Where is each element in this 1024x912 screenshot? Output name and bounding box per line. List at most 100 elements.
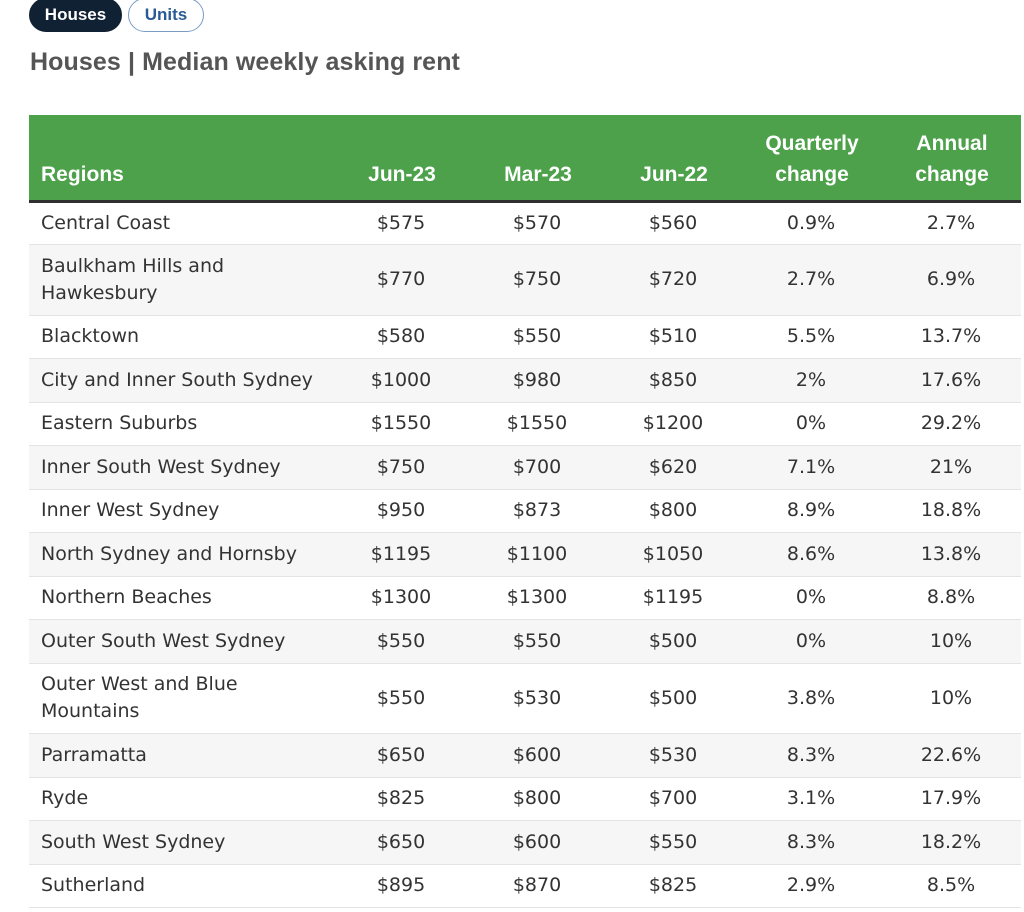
cell-mar-23: $1550	[469, 402, 605, 446]
cell-region: North Sydney and Hornsby	[29, 532, 333, 577]
table-row: Parramatta $650 $600 $530 8.3% 22.6%	[29, 733, 1021, 778]
cell-quarterly-change: 2.9%	[741, 864, 881, 908]
cell-jun-23: $895	[333, 864, 469, 908]
cell-jun-22: $700	[605, 777, 741, 821]
cell-mar-23: $570	[469, 201, 605, 245]
cell-annual-change: 18.2%	[881, 820, 1021, 865]
cell-jun-23: $1000	[333, 358, 469, 403]
cell-jun-23: $580	[333, 315, 469, 359]
cell-jun-23: $1300	[333, 576, 469, 620]
header-annual-line1: Annual	[916, 131, 988, 155]
cell-jun-23: $770	[333, 244, 469, 316]
cell-annual-change: 18.8%	[881, 489, 1021, 533]
page-title: Houses | Median weekly asking rent	[30, 48, 460, 76]
tab-houses[interactable]: Houses	[29, 0, 122, 32]
header-quarterly-change: Quarterly change	[741, 115, 881, 203]
cell-mar-23: $550	[469, 619, 605, 664]
cell-region: Eastern Suburbs	[29, 402, 333, 446]
cell-jun-22: $1200	[605, 402, 741, 446]
header-regions: Regions	[29, 115, 333, 203]
header-jun-23: Jun-23	[333, 115, 469, 203]
cell-jun-22: $800	[605, 489, 741, 533]
cell-mar-23: $873	[469, 489, 605, 533]
cell-region: Central Coast	[29, 201, 333, 245]
cell-jun-23: $650	[333, 820, 469, 865]
cell-mar-23: $600	[469, 733, 605, 778]
table-row: Outer West and Blue Mountains $550 $530 $50…	[29, 663, 1021, 734]
cell-mar-23: $550	[469, 315, 605, 359]
cell-annual-change: 10%	[881, 663, 1021, 734]
cell-jun-22: $500	[605, 663, 741, 734]
cell-annual-change: 8.5%	[881, 864, 1021, 908]
cell-quarterly-change: 8.6%	[741, 532, 881, 577]
header-quarterly-line1: Quarterly	[765, 131, 859, 155]
header-annual-change: Annual change	[881, 115, 1021, 203]
cell-jun-23: $650	[333, 733, 469, 778]
cell-region: Northern Beaches	[29, 576, 333, 620]
rent-table: Regions Jun-23 Mar-23 Jun-22 Quarterly ch…	[29, 115, 1021, 908]
cell-jun-23: $750	[333, 445, 469, 490]
table-row: Sutherland $895 $870 $825 2.9% 8.5%	[29, 864, 1021, 908]
cell-mar-23: $600	[469, 820, 605, 865]
cell-jun-22: $1195	[605, 576, 741, 620]
cell-jun-23: $550	[333, 663, 469, 734]
cell-region: Outer West and Blue Mountains	[29, 663, 333, 734]
cell-jun-23: $1550	[333, 402, 469, 446]
cell-region: City and Inner South Sydney	[29, 358, 333, 403]
cell-region: Inner West Sydney	[29, 489, 333, 533]
cell-quarterly-change: 0%	[741, 619, 881, 664]
cell-mar-23: $700	[469, 445, 605, 490]
cell-region: Ryde	[29, 777, 333, 821]
cell-region: Parramatta	[29, 733, 333, 778]
cell-jun-22: $500	[605, 619, 741, 664]
cell-jun-22: $620	[605, 445, 741, 490]
cell-annual-change: 22.6%	[881, 733, 1021, 778]
cell-annual-change: 2.7%	[881, 201, 1021, 245]
table-row: Inner South West Sydney $750 $700 $620 7.1% 2…	[29, 445, 1021, 490]
cell-jun-22: $850	[605, 358, 741, 403]
cell-region: Inner South West Sydney	[29, 445, 333, 490]
cell-annual-change: 8.8%	[881, 576, 1021, 620]
cell-quarterly-change: 2.7%	[741, 244, 881, 316]
cell-annual-change: 13.7%	[881, 315, 1021, 359]
cell-mar-23: $1100	[469, 532, 605, 577]
cell-annual-change: 29.2%	[881, 402, 1021, 446]
cell-annual-change: 13.8%	[881, 532, 1021, 577]
cell-jun-23: $575	[333, 201, 469, 245]
header-quarterly-line2: change	[775, 162, 849, 186]
table-row: Eastern Suburbs $1550 $1550 $1200 0% 29.2%	[29, 402, 1021, 446]
table-row: Baulkham Hills and Hawkesbury $770 $750 $72…	[29, 244, 1021, 316]
cell-region: Sutherland	[29, 864, 333, 908]
cell-mar-23: $870	[469, 864, 605, 908]
cell-jun-22: $550	[605, 820, 741, 865]
cell-annual-change: 21%	[881, 445, 1021, 490]
cell-quarterly-change: 5.5%	[741, 315, 881, 359]
cell-region: Baulkham Hills and Hawkesbury	[29, 244, 333, 316]
table-row: Northern Beaches $1300 $1300 $1195 0% 8.8%	[29, 576, 1021, 620]
cell-region: Outer South West Sydney	[29, 619, 333, 664]
cell-mar-23: $530	[469, 663, 605, 734]
cell-quarterly-change: 8.9%	[741, 489, 881, 533]
table-header-row: Regions Jun-23 Mar-23 Jun-22 Quarterly ch…	[29, 115, 1021, 203]
cell-quarterly-change: 0%	[741, 402, 881, 446]
cell-mar-23: $750	[469, 244, 605, 316]
cell-annual-change: 10%	[881, 619, 1021, 664]
cell-annual-change: 17.6%	[881, 358, 1021, 403]
table-row: Central Coast $575 $570 $560 0.9% 2.7%	[29, 201, 1021, 245]
cell-jun-22: $1050	[605, 532, 741, 577]
cell-jun-22: $530	[605, 733, 741, 778]
cell-mar-23: $980	[469, 358, 605, 403]
cell-quarterly-change: 3.1%	[741, 777, 881, 821]
cell-quarterly-change: 0.9%	[741, 201, 881, 245]
cell-mar-23: $1300	[469, 576, 605, 620]
table-row: Blacktown $580 $550 $510 5.5% 13.7%	[29, 315, 1021, 359]
tab-units[interactable]: Units	[128, 0, 204, 32]
cell-jun-23: $1195	[333, 532, 469, 577]
table-row: Ryde $825 $800 $700 3.1% 17.9%	[29, 777, 1021, 821]
cell-quarterly-change: 7.1%	[741, 445, 881, 490]
cell-jun-23: $550	[333, 619, 469, 664]
cell-jun-23: $950	[333, 489, 469, 533]
cell-quarterly-change: 8.3%	[741, 733, 881, 778]
cell-quarterly-change: 0%	[741, 576, 881, 620]
table-row: Outer South West Sydney $550 $550 $500 0% 10%	[29, 619, 1021, 664]
